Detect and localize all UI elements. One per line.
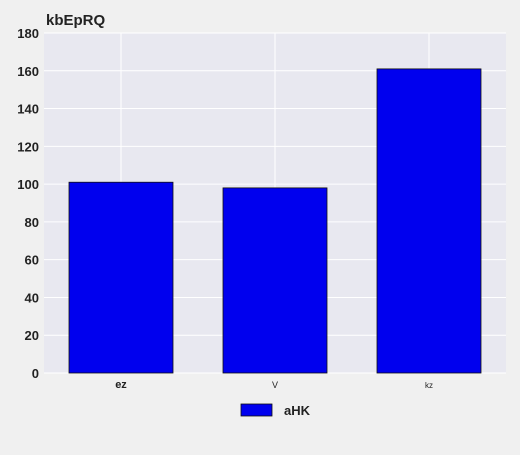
y-tick-label: 60 bbox=[25, 253, 39, 268]
legend-swatch bbox=[240, 403, 273, 417]
x-tick-label: ez bbox=[115, 379, 127, 391]
bar-kz bbox=[376, 68, 482, 374]
bar-V bbox=[222, 187, 328, 374]
y-tick-label: 80 bbox=[25, 215, 39, 230]
legend-label: aHK bbox=[284, 403, 311, 418]
x-tick-label: kz bbox=[425, 381, 433, 390]
y-tick-label: 180 bbox=[17, 26, 39, 41]
y-tick-label: 20 bbox=[25, 328, 39, 343]
y-axis-ticks: 0 20 40 60 80 100 120 140 160 180 bbox=[17, 26, 39, 381]
bars bbox=[68, 68, 482, 374]
y-tick-label: 40 bbox=[25, 290, 39, 305]
y-tick-label: 140 bbox=[17, 102, 39, 117]
x-tick-label: V bbox=[272, 380, 278, 390]
legend: aHK bbox=[240, 403, 311, 418]
y-tick-label: 120 bbox=[17, 139, 39, 154]
y-tick-label: 0 bbox=[32, 366, 39, 381]
y-tick-label: 100 bbox=[17, 177, 39, 192]
bar-ez bbox=[68, 181, 174, 374]
y-tick-label: 160 bbox=[17, 64, 39, 79]
chart-title: kbEpRQ bbox=[46, 12, 106, 29]
